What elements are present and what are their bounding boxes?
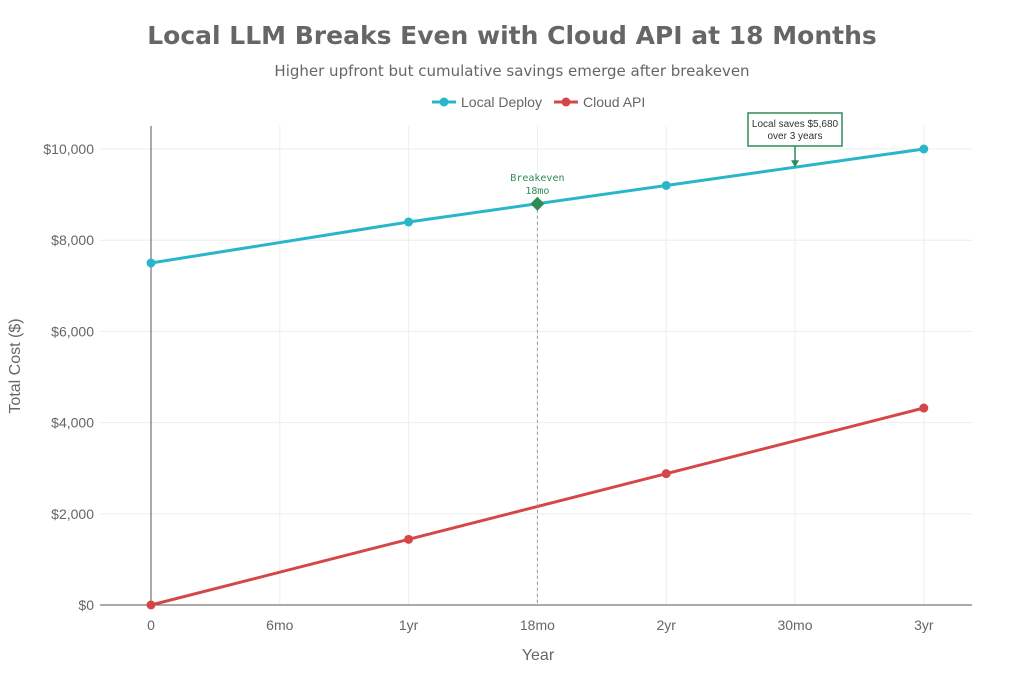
legend-marker-0 bbox=[439, 97, 449, 107]
arrow-head-icon bbox=[791, 160, 799, 168]
grid bbox=[100, 126, 972, 605]
data-point bbox=[661, 180, 671, 190]
chart-subtitle: Higher upfront but cumulative savings em… bbox=[274, 62, 749, 80]
data-point bbox=[404, 534, 414, 544]
y-tick-label: $4,000 bbox=[51, 415, 94, 431]
data-point bbox=[661, 469, 671, 479]
legend-label-0: Local Deploy bbox=[461, 94, 542, 110]
breakeven-diamond-marker bbox=[530, 196, 545, 211]
x-tick-label: 3yr bbox=[914, 617, 934, 633]
data-point bbox=[404, 217, 414, 227]
breakeven-label: Breakeven bbox=[510, 173, 564, 184]
axes: $0 $2,000 $4,000 $6,000 $8,000 $10,000 0 6mo 1yr… bbox=[43, 126, 972, 633]
breakeven-label: 18mo bbox=[525, 186, 549, 197]
y-tick-label: $0 bbox=[78, 597, 94, 613]
x-tick-label: 30mo bbox=[777, 617, 812, 633]
legend: Local Deploy Cloud API bbox=[432, 94, 645, 110]
data-point bbox=[919, 144, 929, 154]
x-tick-label: 1yr bbox=[399, 617, 419, 633]
data-point bbox=[146, 258, 156, 268]
data-point bbox=[146, 600, 156, 610]
y-axis-label: Total Cost ($) bbox=[7, 318, 24, 413]
legend-label-1: Cloud API bbox=[583, 94, 645, 110]
savings-label: over 3 years bbox=[767, 131, 822, 142]
y-tick-label: $6,000 bbox=[51, 323, 94, 339]
savings-label: Local saves $5,680 bbox=[752, 119, 839, 130]
x-tick-label: 6mo bbox=[266, 617, 293, 633]
data-point bbox=[919, 403, 929, 413]
x-tick-label: 18mo bbox=[520, 617, 555, 633]
savings-callout-box bbox=[747, 112, 843, 147]
y-tick-label: $2,000 bbox=[51, 506, 94, 522]
x-tick-label: 2yr bbox=[656, 617, 676, 633]
y-tick-label: $10,000 bbox=[43, 141, 94, 157]
x-tick-label: 0 bbox=[147, 617, 155, 633]
chart-title: Local LLM Breaks Even with Cloud API at … bbox=[147, 21, 877, 50]
legend-marker-1 bbox=[561, 97, 571, 107]
x-axis-label: Year bbox=[522, 647, 555, 664]
y-tick-label: $8,000 bbox=[51, 232, 94, 248]
